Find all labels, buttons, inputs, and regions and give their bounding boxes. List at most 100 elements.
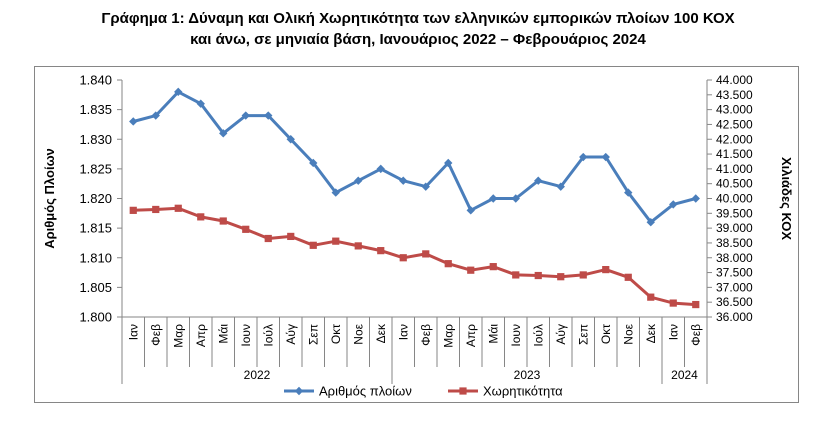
x-tick-label: Ιουν <box>239 324 253 347</box>
data-point-vessels <box>556 182 565 191</box>
data-point-vessels <box>624 188 633 197</box>
chart-title: Γράφημα 1: Δύναμη και Ολική Χωρητικότητα… <box>0 8 836 50</box>
year-label: 2022 <box>244 368 271 382</box>
y-right-tick-label: 36.000 <box>716 310 753 324</box>
data-point-vessels <box>354 176 363 185</box>
y-left-tick-label: 1.830 <box>79 132 112 147</box>
y-left-tick-label: 1.825 <box>79 161 112 176</box>
data-point-vessels <box>129 117 138 126</box>
data-point-vessels <box>444 158 453 168</box>
y-left-tick-label: 1.800 <box>79 310 112 325</box>
data-point-vessels <box>264 111 273 120</box>
data-point-tonnage <box>174 204 182 212</box>
y-left-tick-label: 1.805 <box>79 280 112 295</box>
data-point-tonnage <box>197 213 205 221</box>
data-point-tonnage <box>444 260 452 268</box>
x-tick-label: Φεβ <box>419 324 433 346</box>
data-point-tonnage <box>534 271 542 280</box>
y-right-tick-label: 38.500 <box>716 236 753 250</box>
x-tick-label: Ιουν <box>509 324 523 347</box>
data-point-vessels <box>669 200 678 209</box>
y-left-tick-label: 1.815 <box>79 221 112 236</box>
series-layer <box>129 87 700 309</box>
y-right-tick-label: 44.000 <box>716 73 753 87</box>
x-tick-label: Φεβ <box>689 324 703 346</box>
y-right-tick-label: 42.500 <box>716 117 753 131</box>
x-tick-label: Νοε <box>351 323 365 344</box>
y-left-tick-label: 1.820 <box>79 191 112 206</box>
x-tick-label: Οκτ <box>329 324 343 344</box>
data-point-vessels <box>691 194 700 203</box>
data-point-vessels <box>489 194 498 203</box>
data-point-vessels <box>399 176 408 185</box>
x-tick-label: Ιαν <box>126 324 140 340</box>
series-line-vessels <box>132 90 697 224</box>
y-axis-left-title: Αριθμός Πλοίων <box>42 148 57 249</box>
data-point-vessels <box>286 135 295 144</box>
x-tick-label: Δεκ <box>644 323 658 343</box>
data-point-tonnage <box>152 205 160 214</box>
x-tick-label: Σεπ <box>576 324 590 345</box>
y-left-tick-label: 1.840 <box>79 73 112 88</box>
data-point-vessels <box>376 164 385 174</box>
y-right-tick-label: 39.000 <box>716 221 753 235</box>
chart-title-line-2: και άνω, σε μηνιαία βάση, Ιανουάριος 202… <box>190 31 646 48</box>
legend-layer: Αριθμός πλοίων Χωρητικότητα <box>284 384 563 399</box>
y-right-tick-label: 40.500 <box>716 177 753 191</box>
y-left-tick-label: 1.810 <box>79 250 112 265</box>
data-point-tonnage <box>129 206 137 214</box>
data-point-tonnage <box>647 293 655 301</box>
chart-title-line-1: Γράφημα 1: Δύναμη και Ολική Χωρητικότητα… <box>101 10 735 27</box>
data-point-vessels <box>241 111 250 120</box>
x-tick-label: Ιαν <box>396 324 410 340</box>
data-point-tonnage <box>242 225 250 233</box>
data-point-vessels <box>579 152 588 162</box>
data-point-vessels <box>331 188 340 197</box>
data-point-vessels <box>421 182 430 191</box>
legend-marker-vessels <box>294 386 304 396</box>
data-point-vessels <box>219 129 228 138</box>
x-tick-label: Απρ <box>464 324 478 347</box>
legend-marker-tonnage <box>459 387 467 395</box>
data-point-tonnage <box>557 273 565 281</box>
y-right-tick-label: 41.000 <box>716 162 753 176</box>
x-tick-label: Φεβ <box>149 324 163 346</box>
data-point-vessels <box>646 218 655 227</box>
data-point-tonnage <box>692 300 700 309</box>
y-right-tick-label: 43.000 <box>716 103 753 117</box>
y-right-tick-label: 36.500 <box>716 295 753 309</box>
y-right-tick-label: 41.500 <box>716 147 753 161</box>
data-point-tonnage <box>354 242 362 250</box>
data-point-tonnage <box>602 266 610 274</box>
x-tick-label: Ιούλ <box>531 324 545 347</box>
data-point-vessels <box>466 206 475 215</box>
data-point-vessels <box>309 158 318 168</box>
x-tick-label: Ιούλ <box>261 324 275 347</box>
x-tick-label: Ιαν <box>666 324 680 340</box>
x-tick-label: Μάι <box>486 324 500 344</box>
year-label: 2023 <box>514 368 541 382</box>
data-point-tonnage <box>399 254 407 262</box>
x-tick-label: Νοε <box>621 323 635 344</box>
x-tick-label: Μαρ <box>441 324 455 348</box>
y-axis-right-title: Χιλιάδες ΚΟΧ <box>779 157 794 240</box>
x-tick-label: Απρ <box>194 324 208 347</box>
series-line-tonnage <box>133 206 696 307</box>
y-right-tick-label: 37.000 <box>716 280 753 294</box>
data-point-tonnage <box>669 299 677 307</box>
data-point-tonnage <box>489 263 497 271</box>
x-tick-label: Μάι <box>216 324 230 344</box>
data-point-tonnage <box>309 241 317 249</box>
data-point-vessels <box>601 152 610 162</box>
y-right-tick-label: 42.000 <box>716 132 753 146</box>
legend-label-vessels: Αριθμός πλοίων <box>319 384 412 399</box>
x-tick-label: Αύγ <box>284 324 298 345</box>
x-tick-label: Αύγ <box>554 324 568 345</box>
y-right-tick-label: 38.000 <box>716 251 753 265</box>
data-point-vessels <box>511 194 520 203</box>
x-tick-label: Μαρ <box>171 324 185 348</box>
data-point-tonnage <box>422 250 430 258</box>
legend-label-tonnage: Χωρητικότητα <box>483 384 563 399</box>
y-right-tick-label: 37.500 <box>716 266 753 280</box>
